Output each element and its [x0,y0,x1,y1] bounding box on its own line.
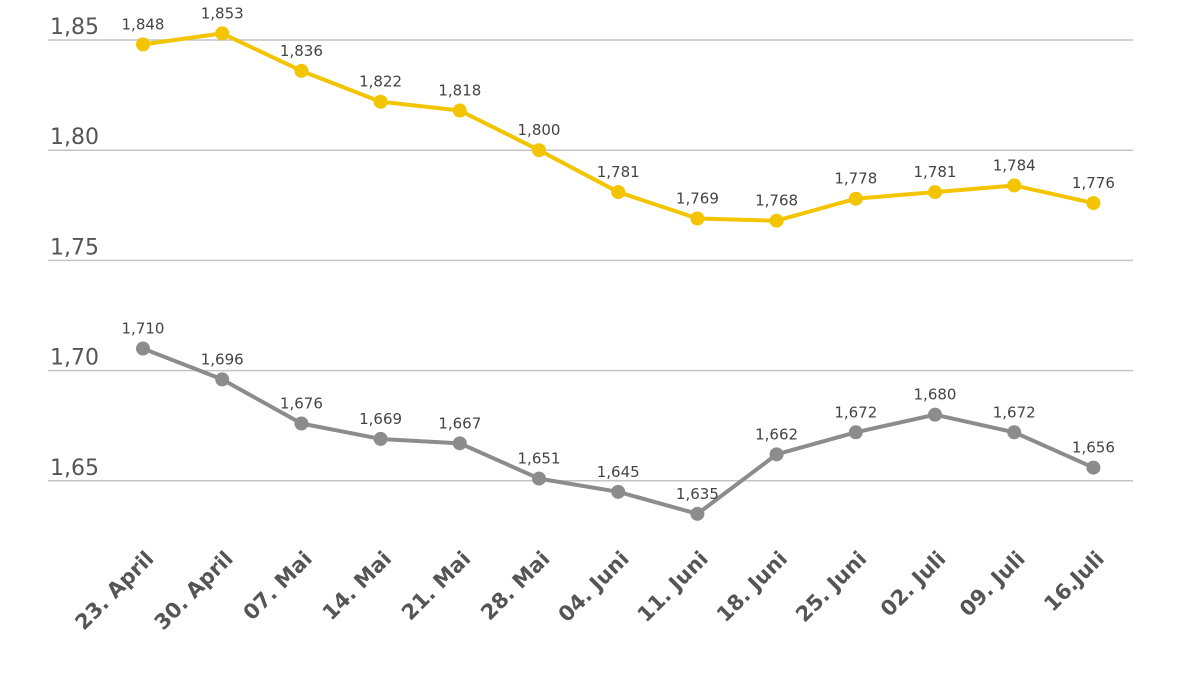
data-point [611,185,626,200]
y-tick-label: 1,75 [50,235,99,260]
data-label: 1,710 [122,320,165,338]
data-point [769,213,784,228]
data-point [848,191,863,206]
data-point [373,94,388,109]
data-label: 1,836 [280,42,323,60]
x-tick-label: 09. Juli [955,547,1030,622]
y-axis-ticks: 1,85 1,80 1,75 1,70 1,65 [50,15,99,481]
data-point [532,143,546,158]
x-tick-label: 23. April [70,547,158,635]
y-tick-label: 1,70 [50,346,99,371]
y-tick-label: 1,80 [50,125,99,150]
data-point [1007,178,1022,193]
series-yellow: 1,848 1,853 1,836 1,822 1,818 1,800 1,781 1,769… [122,4,1115,228]
y-tick-label: 1,65 [50,456,99,481]
data-label: 1,818 [438,82,481,100]
data-label: 1,784 [993,156,1036,174]
data-label: 1,656 [1072,439,1115,457]
data-point [136,37,150,52]
data-label: 1,651 [518,450,561,468]
x-tick-label: 14. Mai [318,547,396,625]
data-label: 1,696 [201,350,244,368]
data-point [928,407,942,422]
data-point [690,506,705,521]
data-label: 1,848 [122,15,165,33]
y-tick-label: 1,85 [50,15,99,40]
series-gray: 1,710 1,696 1,676 1,669 1,667 1,651 1,645 1,635… [122,320,1115,521]
x-tick-label: 04. Juni [554,547,634,627]
data-label: 1,781 [914,163,957,181]
series-lines: 1,848 1,853 1,836 1,822 1,818 1,800 1,781 1,769… [122,4,1115,521]
x-tick-label: 21. Mai [397,547,475,625]
data-label: 1,645 [597,463,640,481]
data-point [294,416,309,431]
data-point [215,372,230,387]
data-point [294,63,309,78]
data-point [136,341,150,356]
data-point [215,26,230,41]
data-label: 1,853 [201,4,244,22]
data-point [848,425,863,440]
x-tick-label: 16.Juli [1039,547,1109,617]
data-point [928,185,942,200]
data-label: 1,672 [834,403,877,421]
data-label: 1,800 [518,121,561,139]
x-tick-label: 25. Juni [791,547,871,627]
data-point [1007,425,1022,440]
data-point [690,211,705,226]
x-tick-label: 02. Juli [876,547,951,622]
x-tick-label: 18. Juni [712,547,792,627]
data-label: 1,672 [993,403,1036,421]
data-label: 1,822 [359,73,402,91]
x-tick-label: 07. Mai [239,547,317,625]
data-point [452,436,467,451]
x-tick-label: 30. April [150,547,238,635]
data-point [769,447,784,462]
data-label: 1,667 [438,414,481,432]
x-tick-label: 28. Mai [476,547,554,625]
data-label: 1,680 [914,386,957,404]
data-point [452,103,467,118]
data-label: 1,662 [755,425,798,443]
x-tick-label: 11. Juni [633,547,713,627]
data-point [1086,460,1101,475]
data-label: 1,669 [359,410,402,428]
data-point [611,484,626,499]
data-label: 1,676 [280,394,323,412]
grid-lines [48,39,1133,482]
data-label: 1,776 [1072,174,1115,192]
data-label: 1,769 [676,190,719,208]
data-label: 1,635 [676,485,719,503]
data-point [373,431,388,446]
data-label: 1,768 [755,192,798,210]
data-point [1086,196,1101,211]
data-label: 1,778 [834,170,877,188]
data-point [532,471,546,486]
data-label: 1,781 [597,163,640,181]
